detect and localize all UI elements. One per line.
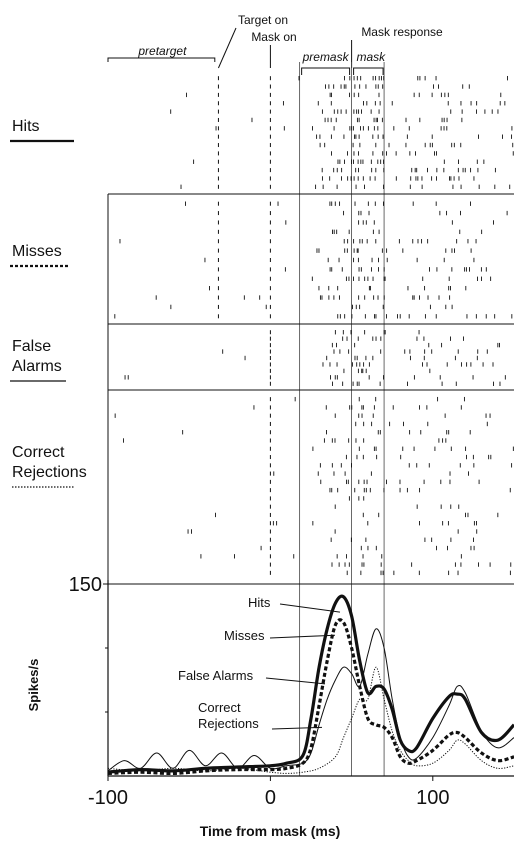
series-line-hits <box>107 594 514 774</box>
mask-label: mask <box>357 50 387 64</box>
x-tick-label: 100 <box>416 787 449 809</box>
annotation-pointer <box>269 634 336 639</box>
raster-label: Misses <box>12 243 62 260</box>
raster-label: Correct <box>12 444 65 461</box>
psth-plot: Spikes/s Time from mask (ms) 150 -100 0 100… <box>26 574 514 839</box>
pretarget-bracket <box>107 57 216 62</box>
premask-label: premask <box>302 50 350 64</box>
annotation-hits: Hits <box>248 595 271 610</box>
annotation-misses: Misses <box>224 628 265 643</box>
raster-panel-hits: Hits <box>10 75 514 190</box>
series-line-misses <box>107 618 514 776</box>
y-axis-label: Spikes/s <box>26 659 41 712</box>
mask-bracket <box>353 67 384 75</box>
annotation-pointer <box>271 726 323 730</box>
event-header: Target on Mask on Mask response <box>238 13 443 44</box>
annotation-pointer <box>265 677 326 685</box>
annotation-correct-rejections: Rejections <box>198 716 259 731</box>
mask-response-label: Mask response <box>361 25 443 39</box>
analysis-windows: pretarget premask mask <box>107 27 387 75</box>
x-tick-label: 0 <box>265 787 276 809</box>
target-on-pointer <box>217 27 237 69</box>
x-tick-label: -100 <box>88 787 128 809</box>
annotation-correct-rejections: Correct <box>198 700 241 715</box>
mask-on-label: Mask on <box>251 30 296 44</box>
raster-label: Rejections <box>12 464 87 481</box>
series-line-false-alarms <box>107 628 514 772</box>
raster-label: Alarms <box>12 358 62 375</box>
annotation-pointer <box>279 603 341 613</box>
pretarget-label: pretarget <box>137 44 187 58</box>
target-on-label: Target on <box>238 13 288 27</box>
x-axis-label: Time from mask (ms) <box>200 823 341 839</box>
raster-panel-false-alarms: False Alarms <box>10 330 506 386</box>
raster-panel-correct-rejections: Correct Rejections <box>12 396 514 576</box>
raster-label: False <box>12 338 51 355</box>
annotation-false-alarms: False Alarms <box>178 668 254 683</box>
raster-label: Hits <box>12 118 40 135</box>
premask-bracket <box>301 67 351 75</box>
y-tick-label: 150 <box>69 574 102 596</box>
raster-panel-misses: Misses <box>10 201 513 319</box>
